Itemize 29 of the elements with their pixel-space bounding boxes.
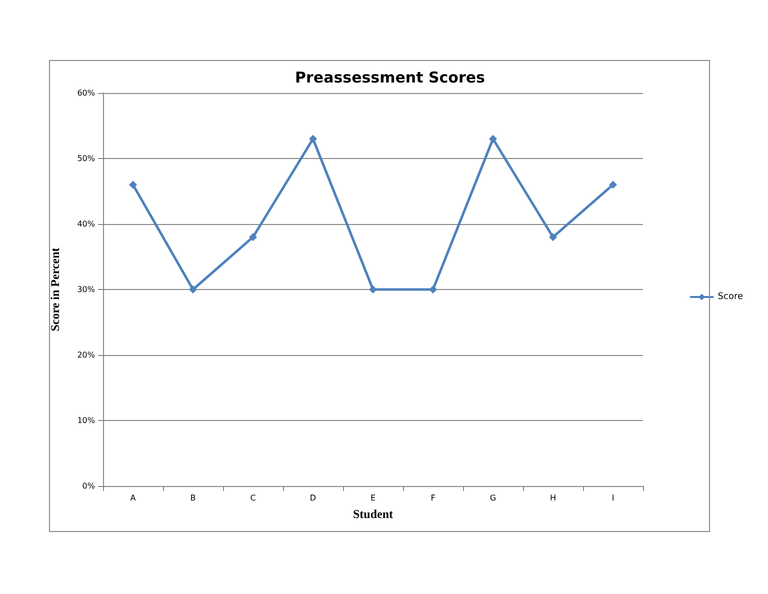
point bbox=[609, 180, 617, 189]
y-tick-label: 60% bbox=[77, 88, 96, 98]
point bbox=[249, 233, 257, 242]
point bbox=[309, 134, 317, 143]
point bbox=[429, 286, 437, 294]
point bbox=[189, 286, 197, 294]
y-tick-label: 30% bbox=[77, 285, 96, 294]
x-tick-label: C bbox=[250, 494, 256, 502]
x-tick-label: A bbox=[130, 494, 136, 502]
legend-label: Score bbox=[718, 292, 744, 302]
point bbox=[369, 286, 377, 294]
point bbox=[129, 180, 137, 189]
y-tick-label: 10% bbox=[77, 416, 96, 425]
x-tick-label: I bbox=[612, 494, 614, 502]
x-axis-title: Student bbox=[352, 507, 394, 521]
x-tick-label: D bbox=[310, 494, 316, 502]
y-tick-label: 50% bbox=[77, 154, 96, 163]
y-tick-label: 40% bbox=[77, 220, 96, 228]
y-tick-label: 20% bbox=[77, 350, 96, 360]
x-tick-label: H bbox=[550, 494, 556, 502]
x-tick-label: G bbox=[490, 494, 496, 502]
point bbox=[489, 134, 497, 143]
point bbox=[549, 233, 557, 242]
x-tick-label: E bbox=[370, 494, 376, 502]
x-tick-label: B bbox=[190, 494, 196, 502]
y-tick-label: 0% bbox=[82, 482, 96, 490]
x-tick-label: F bbox=[430, 494, 436, 502]
chart-title: Preassessment Scores bbox=[295, 68, 486, 86]
y-axis-title: Score in Percent bbox=[48, 248, 62, 332]
